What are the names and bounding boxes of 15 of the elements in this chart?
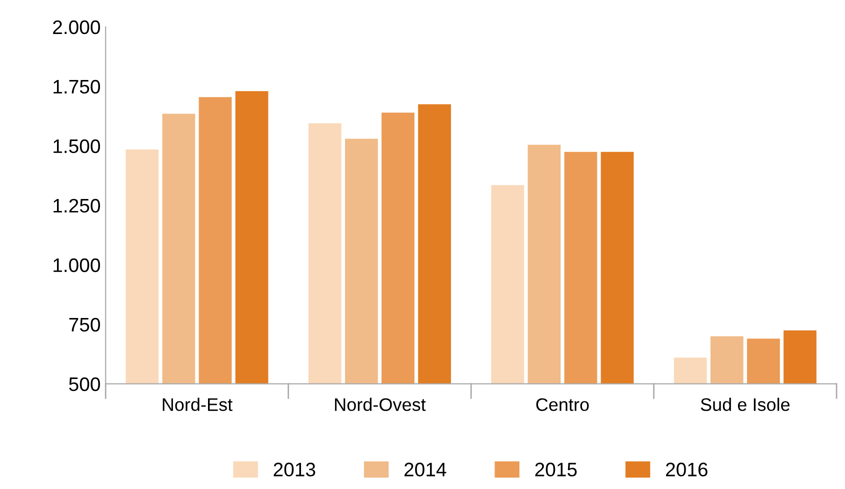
x-tick-label: Centro xyxy=(536,398,589,412)
y-tick-label: 2.000 xyxy=(53,20,100,34)
y-tick-label: 1.500 xyxy=(54,139,100,154)
y-tick-label: 1.750 xyxy=(54,80,100,94)
y-tick-label: 500 xyxy=(69,377,100,392)
legend-label: 2015 xyxy=(535,462,577,476)
y-tick-label: 1.250 xyxy=(54,198,100,213)
legend-label: 2013 xyxy=(274,462,316,476)
x-tick-label: Sud e Isole xyxy=(700,398,790,412)
legend-label: 2016 xyxy=(666,462,708,476)
x-tick-label: Nord-Ovest xyxy=(335,398,426,412)
y-tick-label: 750 xyxy=(69,318,100,332)
x-tick-label: Nord-Est xyxy=(162,398,232,412)
y-tick-label: 1.000 xyxy=(54,258,100,272)
legend-label: 2014 xyxy=(404,462,446,476)
